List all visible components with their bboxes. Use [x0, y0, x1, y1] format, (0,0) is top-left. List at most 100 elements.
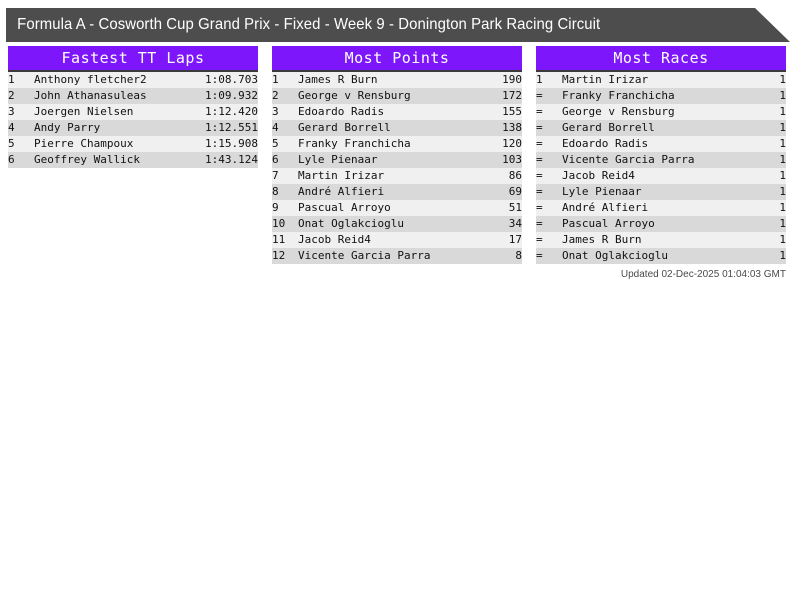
row-driver-name: Joergen Nielsen	[34, 105, 134, 118]
row-position: 9	[272, 201, 279, 214]
row-driver-name: Lyle Pienaar	[562, 185, 642, 198]
table-row: = Onat Oglakcioglu 1	[536, 248, 786, 264]
row-position: 6	[272, 153, 279, 166]
row-value: 190	[502, 73, 522, 86]
row-position: =	[536, 185, 543, 198]
table-row: 1 Anthony fletcher2 1:08.703	[8, 72, 258, 88]
row-driver-name: Onat Oglakcioglu	[562, 249, 668, 262]
table-row: 6 Geoffrey Wallick 1:43.124	[8, 152, 258, 168]
row-driver-name: James R Burn	[562, 233, 642, 246]
row-value: 1	[779, 137, 786, 150]
table-row: 7 Martin Irizar 86	[272, 168, 522, 184]
row-position: =	[536, 89, 543, 102]
row-position: =	[536, 201, 543, 214]
row-value: 1	[779, 233, 786, 246]
row-driver-name: Edoardo Radis	[298, 105, 385, 118]
row-position: 7	[272, 169, 279, 182]
table-row: 3 Edoardo Radis 155	[272, 104, 522, 120]
row-driver-name: André Alfieri	[562, 201, 649, 214]
table-row: 3 Joergen Nielsen 1:12.420	[8, 104, 258, 120]
table-row: 11 Jacob Reid4 17	[272, 232, 522, 248]
table-row: = Jacob Reid4 1	[536, 168, 786, 184]
row-driver-name: Edoardo Radis	[562, 137, 649, 150]
row-value: 1	[779, 169, 786, 182]
title-banner	[6, 8, 790, 42]
row-position: =	[536, 217, 543, 230]
row-position: 11	[272, 233, 286, 246]
row-value: 103	[502, 153, 522, 166]
row-position: 3	[8, 105, 15, 118]
row-driver-name: Lyle Pienaar	[298, 153, 378, 166]
table-row: 5 Pierre Champoux 1:15.908	[8, 136, 258, 152]
leaderboard-title: Fastest TT Laps	[8, 46, 258, 72]
table-row: 1 James R Burn 190	[272, 72, 522, 88]
leaderboard-table: 1 James R Burn 190 2 George v Rensburg 172 3 Ed…	[272, 72, 522, 264]
row-position: =	[536, 233, 543, 246]
row-value: 69	[508, 185, 522, 198]
table-row: = George v Rensburg 1	[536, 104, 786, 120]
row-position: 2	[272, 89, 279, 102]
leaderboard-table: 1 Martin Irizar 1 = Franky Franchicha 1 = Georg…	[536, 72, 786, 264]
row-value: 155	[502, 105, 522, 118]
row-value: 1	[779, 89, 786, 102]
table-row: = Pascual Arroyo 1	[536, 216, 786, 232]
row-value: 1:12.551	[205, 121, 258, 134]
row-driver-name: André Alfieri	[298, 185, 385, 198]
table-row: = Lyle Pienaar 1	[536, 184, 786, 200]
table-row: 8 André Alfieri 69	[272, 184, 522, 200]
table-row: 4 Andy Parry 1:12.551	[8, 120, 258, 136]
row-driver-name: Gerard Borrell	[562, 121, 655, 134]
row-position: 6	[8, 153, 15, 166]
row-value: 1	[779, 121, 786, 134]
row-value: 1	[779, 185, 786, 198]
row-position: 5	[272, 137, 279, 150]
row-position: 5	[8, 137, 15, 150]
row-driver-name: George v Rensburg	[298, 89, 411, 102]
row-value: 1:09.932	[205, 89, 258, 102]
row-position: 1	[8, 73, 15, 86]
row-driver-name: Geoffrey Wallick	[34, 153, 140, 166]
row-position: 3	[272, 105, 279, 118]
row-value: 1:12.420	[205, 105, 258, 118]
row-position: 1	[272, 73, 279, 86]
row-driver-name: Martin Irizar	[298, 169, 385, 182]
table-row: 12 Vicente Garcia Parra 8	[272, 248, 522, 264]
row-value: 51	[508, 201, 522, 214]
row-driver-name: Franky Franchicha	[562, 89, 675, 102]
table-row: = Edoardo Radis 1	[536, 136, 786, 152]
leaderboard-title: Most Points	[272, 46, 522, 72]
row-driver-name: Pascual Arroyo	[562, 217, 655, 230]
table-row: 10 Onat Oglakcioglu 34	[272, 216, 522, 232]
row-position: 4	[272, 121, 279, 134]
row-value: 1:43.124	[205, 153, 258, 166]
table-row: 2 John Athanasuleas 1:09.932	[8, 88, 258, 104]
row-position: =	[536, 249, 543, 262]
table-row: = Vicente Garcia Parra 1	[536, 152, 786, 168]
row-value: 1:08.703	[205, 73, 258, 86]
table-row: 1 Martin Irizar 1	[536, 72, 786, 88]
row-position: 8	[272, 185, 279, 198]
row-value: 8	[515, 249, 522, 262]
row-position: 2	[8, 89, 15, 102]
row-position: =	[536, 153, 543, 166]
table-row: 2 George v Rensburg 172	[272, 88, 522, 104]
row-value: 1	[779, 105, 786, 118]
row-value: 172	[502, 89, 522, 102]
leaderboard-columns: Fastest TT Laps 1 Anthony fletcher2 1:08.70…	[8, 46, 792, 264]
row-position: 12	[272, 249, 286, 262]
leaderboard-table: 1 Anthony fletcher2 1:08.703 2 John Athanasu…	[8, 72, 258, 168]
table-row: 4 Gerard Borrell 138	[272, 120, 522, 136]
row-driver-name: Gerard Borrell	[298, 121, 391, 134]
leaderboard-1: Fastest TT Laps 1 Anthony fletcher2 1:08.70…	[8, 46, 258, 264]
leaderboard-3: Most Races 1 Martin Irizar 1 = Franky Franchi…	[536, 46, 786, 264]
row-position: =	[536, 121, 543, 134]
row-position: 1	[536, 73, 543, 86]
row-driver-name: Pierre Champoux	[34, 137, 134, 150]
row-driver-name: Jacob Reid4	[298, 233, 371, 246]
row-position: 4	[8, 121, 15, 134]
row-value: 138	[502, 121, 522, 134]
row-driver-name: Vicente Garcia Parra	[562, 153, 695, 166]
updated-timestamp: Updated 02-Dec-2025 01:04:03 GMT	[620, 269, 786, 280]
table-row: = André Alfieri 1	[536, 200, 786, 216]
table-row: = Franky Franchicha 1	[536, 88, 786, 104]
